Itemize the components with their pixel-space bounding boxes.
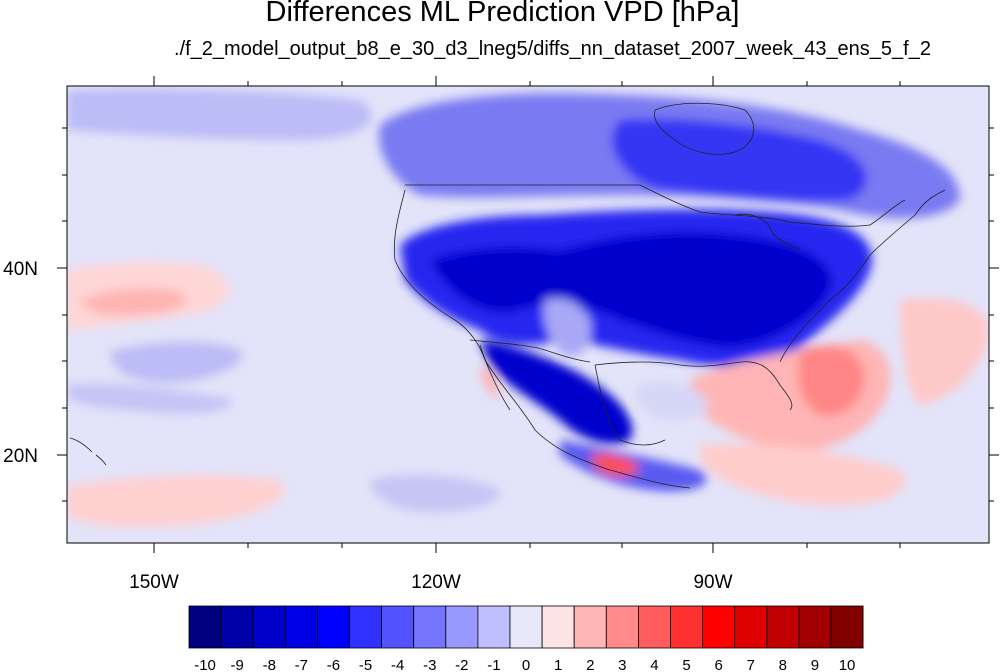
pacific-south-positive <box>67 475 285 527</box>
us-core-negative <box>430 231 832 348</box>
colorbar-swatch <box>573 605 607 649</box>
colorbar-tick-label: 4 <box>650 657 658 672</box>
colorbar-swatch <box>638 605 671 649</box>
gulf-light <box>635 382 710 421</box>
colorbar-tick-label: -5 <box>359 657 372 672</box>
pacific-coast-positive <box>480 365 499 400</box>
colorbar-swatch <box>284 605 318 649</box>
canada-strong-negative <box>612 118 867 202</box>
colorbar-tick-label: 8 <box>779 657 787 672</box>
colorbar-tick-label: 6 <box>714 657 722 672</box>
colorbar-swatch <box>605 605 639 649</box>
colorbar-tick-label: 1 <box>554 657 562 672</box>
axis-ticks <box>57 76 999 553</box>
hudson-bay <box>653 102 755 155</box>
colorbar-swatch <box>220 605 254 649</box>
colorbar-swatch <box>252 605 286 649</box>
colorbar-tick-label: -1 <box>487 657 500 672</box>
us-east-coast <box>779 189 946 363</box>
us-canada-border <box>404 184 906 227</box>
colorbar-tick-label: -8 <box>263 657 276 672</box>
colorbar-tick-label: -3 <box>423 657 436 672</box>
difference-field <box>67 89 989 527</box>
colorbar-tick-label: 10 <box>839 657 856 672</box>
colorbar-tick-label: -10 <box>194 657 216 672</box>
colorbar-swatch <box>702 605 736 649</box>
atlantic-east-positive <box>900 298 989 405</box>
colorbar-swatch <box>541 605 575 649</box>
map-area <box>67 86 989 543</box>
gulf-coast <box>594 361 793 411</box>
colorbar-tick-label: 0 <box>522 657 530 672</box>
mexico-negative <box>480 340 633 444</box>
colorbar: -10 -9 -8 -7 -6 -5 -4 -3 -2 -1 0 1 2 3 4 5 6 7 8 9 10 <box>188 605 864 672</box>
colorbar-swatch <box>734 605 768 649</box>
lon-label-120w: 120W <box>411 572 461 593</box>
us-mexico-border <box>469 339 591 363</box>
colorbar-swatch <box>477 605 511 649</box>
great-plains-light <box>543 298 591 356</box>
atlantic-strong-positive <box>798 345 865 416</box>
mexico-gulf-coast <box>594 364 666 446</box>
colorbar-tick-label: -6 <box>327 657 340 672</box>
hawaii-islands <box>69 437 107 466</box>
lat-label-20n: 20N <box>3 446 38 467</box>
colorbar-swatch <box>509 605 543 649</box>
mexico-pacific-coast <box>484 359 691 489</box>
pacific-negative-strip <box>67 383 232 415</box>
colorbar-tick-label: -7 <box>295 657 308 672</box>
colorbar-swatch <box>381 605 415 649</box>
lon-label-150w: 150W <box>129 572 179 593</box>
plot-title: Differences ML Prediction VPD [hPa] <box>265 0 740 28</box>
colorbar-tick-label: 3 <box>618 657 626 672</box>
colorbar-tick-label: 5 <box>682 657 690 672</box>
pacific-positive-patch <box>80 288 186 316</box>
baja-peninsula <box>479 344 511 411</box>
pacific-south-negative <box>370 474 501 513</box>
colorbar-tick-label: 7 <box>747 657 755 672</box>
colorbar-swatch <box>766 605 800 649</box>
lon-label-90w: 90W <box>693 572 732 593</box>
colorbar-swatch <box>316 605 350 649</box>
colorbar-swatch <box>798 605 832 649</box>
colorbar-swatch <box>670 605 703 649</box>
pacific-negative-patch <box>110 341 242 383</box>
colorbar-tick-label: -9 <box>230 657 243 672</box>
colorbar-swatch <box>413 605 447 649</box>
great-lakes <box>734 213 801 251</box>
colorbar-tick-label: -4 <box>391 657 404 672</box>
colorbar-swatch <box>830 605 864 649</box>
us-west-coast <box>393 189 486 361</box>
colorbar-swatch <box>188 605 222 649</box>
colorbar-tick-label: 2 <box>586 657 594 672</box>
colorbar-swatch <box>349 605 382 649</box>
caribbean-positive <box>700 443 906 506</box>
colorbar-swatch <box>445 605 479 649</box>
west-mexico-positive <box>590 454 640 476</box>
colorbar-tick-label: 9 <box>811 657 819 672</box>
coastlines <box>69 102 946 489</box>
plot-subtitle: ./f_2_model_output_b8_e_30_d3_lneg5/diff… <box>174 38 931 60</box>
colorbar-tick-label: -2 <box>455 657 468 672</box>
alaska-light <box>67 89 372 140</box>
lat-label-40n: 40N <box>3 259 38 280</box>
